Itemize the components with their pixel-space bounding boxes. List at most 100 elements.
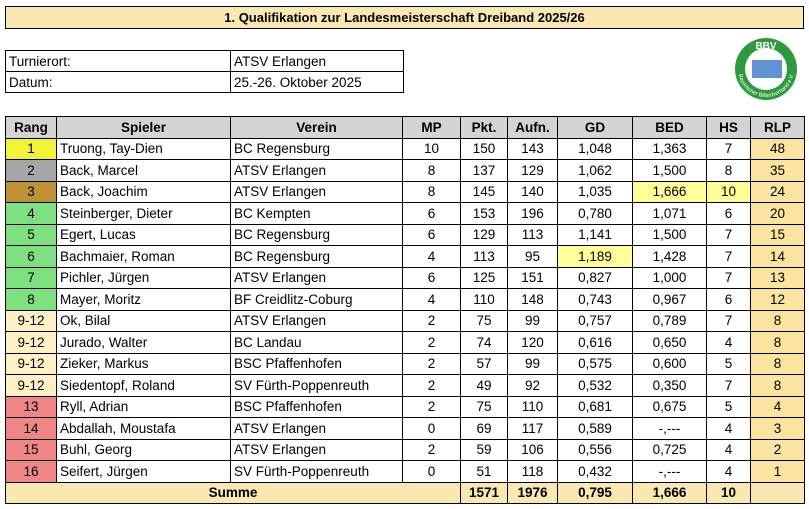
cell: 4	[402, 288, 461, 311]
cell: Truong, Tay-Dien	[56, 137, 231, 160]
cell: Ok, Bilal	[56, 309, 231, 332]
info-label: Datum:	[5, 71, 231, 93]
cell: 0,757	[557, 309, 633, 332]
table-row: 1 Truong, Tay-Dien BC Regensburg 10 150 143 1,…	[5, 137, 805, 160]
summary-value: 1976	[507, 481, 558, 504]
summary-value: 1571	[460, 481, 508, 504]
cell: 7	[706, 374, 751, 397]
cell: BC Landau	[230, 331, 403, 354]
cell: Egert, Lucas	[56, 223, 231, 246]
cell: 2	[402, 438, 461, 461]
cell: 59	[460, 438, 508, 461]
cell: 48	[750, 137, 805, 160]
column-header: Verein	[230, 116, 403, 139]
column-header: GD	[557, 116, 633, 139]
cell: 9-12	[5, 352, 57, 375]
cell: 113	[460, 245, 508, 268]
cell: 51	[460, 460, 508, 483]
cell: Mayer, Moritz	[56, 288, 231, 311]
cell: BF Creidlitz-Coburg	[230, 288, 403, 311]
cell: Zieker, Markus	[56, 352, 231, 375]
cell: 0,600	[632, 352, 707, 375]
column-header: HS	[706, 116, 751, 139]
cell: ATSV Erlangen	[230, 159, 403, 182]
cell: 6	[5, 245, 57, 268]
cell: 99	[507, 352, 558, 375]
cell: 10	[706, 180, 751, 203]
cell: 0,780	[557, 202, 633, 225]
cell: 3	[5, 180, 57, 203]
cell: 20	[750, 202, 805, 225]
cell: 0,616	[557, 331, 633, 354]
cell: 8	[750, 331, 805, 354]
cell: 1,048	[557, 137, 633, 160]
cell: 140	[507, 180, 558, 203]
cell: 1,428	[632, 245, 707, 268]
cell: 8	[706, 159, 751, 182]
cell: 150	[460, 137, 508, 160]
cell: 120	[507, 331, 558, 354]
cell: 74	[460, 331, 508, 354]
cell: 15	[5, 438, 57, 461]
summary-row: Summe 1571 1976 0,795 1,666 10	[5, 481, 805, 504]
info-row: Turnierort: ATSV Erlangen	[5, 50, 404, 72]
cell: Back, Marcel	[56, 159, 231, 182]
cell: 8	[750, 309, 805, 332]
cell: 8	[750, 352, 805, 375]
cell: SV Fürth-Poppenreuth	[230, 460, 403, 483]
cell: 145	[460, 180, 508, 203]
cell: 13	[750, 266, 805, 289]
cell: 24	[750, 180, 805, 203]
cell: 2	[402, 331, 461, 354]
cell: 2	[402, 374, 461, 397]
cell: ATSV Erlangen	[230, 266, 403, 289]
table-row: 9-12 Siedentopf, Roland SV Fürth-Poppenreu…	[5, 374, 805, 397]
cell: 3	[750, 417, 805, 440]
table-row: 9-12 Jurado, Walter BC Landau 2 74 120 0,616 0,…	[5, 331, 805, 354]
cell: BC Regensburg	[230, 245, 403, 268]
cell: 0,827	[557, 266, 633, 289]
cell: 92	[507, 374, 558, 397]
cell: 75	[460, 395, 508, 418]
table-row: 14 Abdallah, Moustafa ATSV Erlangen 0 69 117 0…	[5, 417, 805, 440]
cell: 4	[402, 245, 461, 268]
cell: 1,666	[632, 180, 707, 203]
cell: 95	[507, 245, 558, 268]
cell: 106	[507, 438, 558, 461]
title: 1. Qualifikation zur Landesmeisterschaft…	[5, 6, 804, 29]
info-value: 25.-26. Oktober 2025	[230, 71, 404, 93]
cell: 110	[460, 288, 508, 311]
results-table: Rang Spieler Verein MP Pkt. Aufn. GD BED HS RLP 1 T…	[5, 116, 805, 504]
cell: 0,743	[557, 288, 633, 311]
cell: 1,500	[632, 223, 707, 246]
table-row: 7 Pichler, Jürgen ATSV Erlangen 6 125 151 0,82…	[5, 266, 805, 289]
table-row: 13 Ryll, Adrian BSC Pfaffenhofen 2 75 110 0,68…	[5, 395, 805, 418]
cell: Abdallah, Moustafa	[56, 417, 231, 440]
cell: 6	[402, 223, 461, 246]
cell: 4	[5, 202, 57, 225]
table-row: 9-12 Zieker, Markus BSC Pfaffenhofen 2 57 99 0…	[5, 352, 805, 375]
cell: 6	[706, 202, 751, 225]
cell: 0,650	[632, 331, 707, 354]
cell: 12	[750, 288, 805, 311]
cell: Jurado, Walter	[56, 331, 231, 354]
cell: ATSV Erlangen	[230, 438, 403, 461]
cell: 129	[460, 223, 508, 246]
cell: ATSV Erlangen	[230, 417, 403, 440]
cell: 8	[5, 288, 57, 311]
table-row: 9-12 Ok, Bilal ATSV Erlangen 2 75 99 0,757 0,78…	[5, 309, 805, 332]
cell: 0,725	[632, 438, 707, 461]
summary-value: 0,795	[557, 481, 633, 504]
cell: 49	[460, 374, 508, 397]
cell: 7	[706, 137, 751, 160]
cell: 2	[5, 159, 57, 182]
cell: 0,575	[557, 352, 633, 375]
cell: 1,035	[557, 180, 633, 203]
cell: 7	[706, 245, 751, 268]
cell: 75	[460, 309, 508, 332]
cell: 5	[5, 223, 57, 246]
cell: 7	[706, 309, 751, 332]
cell: 2	[402, 395, 461, 418]
column-header: BED	[632, 116, 707, 139]
cell: 148	[507, 288, 558, 311]
